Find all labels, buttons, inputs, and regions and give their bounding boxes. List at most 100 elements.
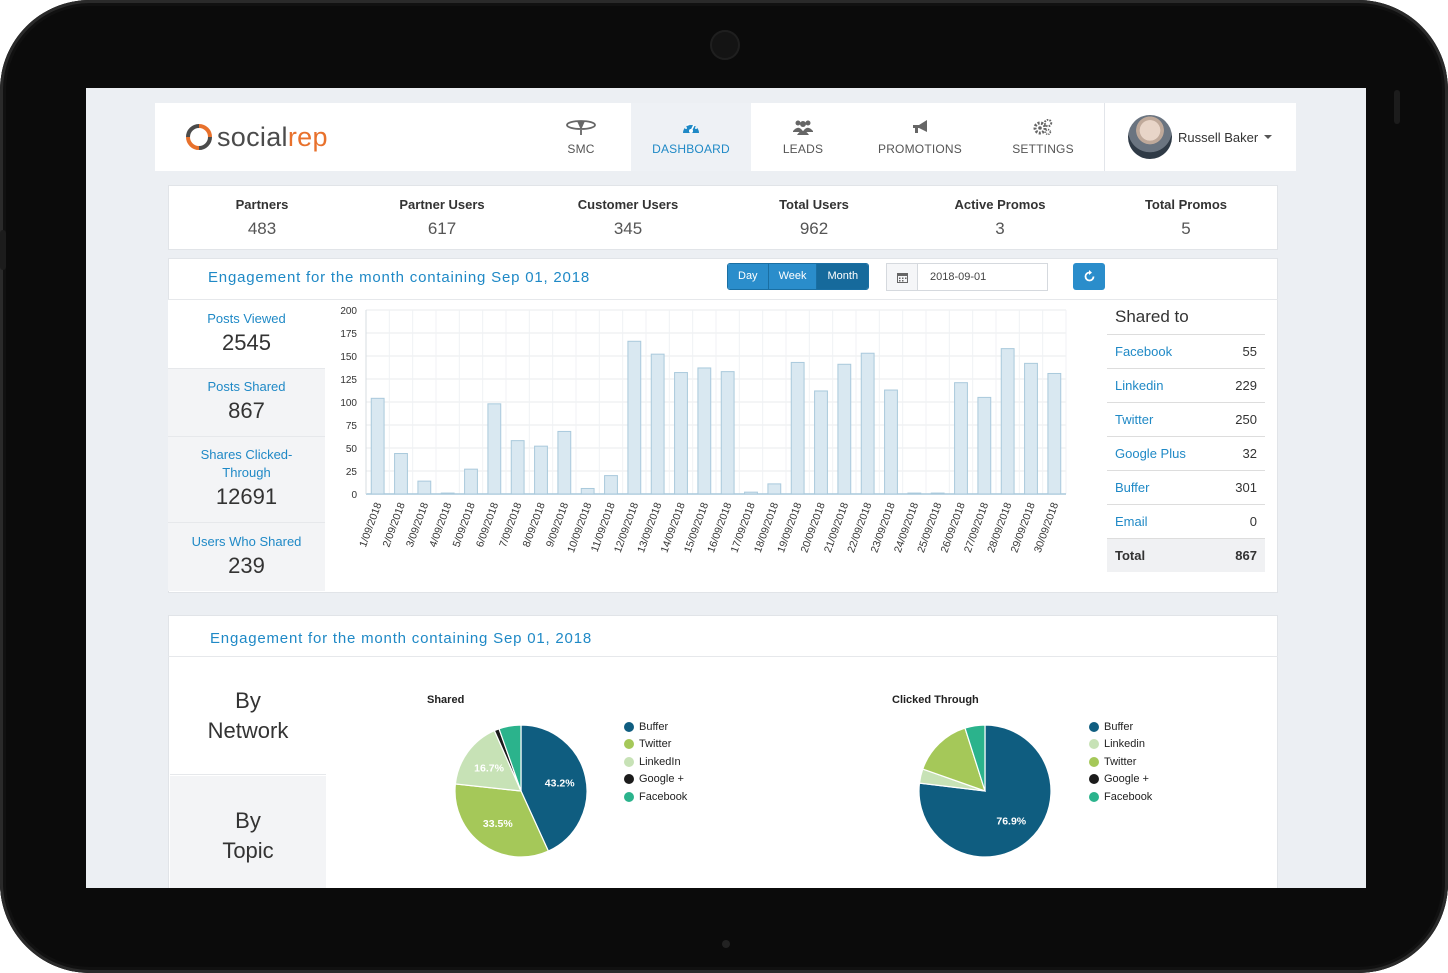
bar xyxy=(557,430,572,495)
legend-label: Buffer xyxy=(639,720,669,733)
network-count: 301 xyxy=(1235,480,1257,495)
bar xyxy=(907,492,922,495)
tab-line: By xyxy=(235,688,261,713)
y-tick-label: 100 xyxy=(340,398,357,409)
x-tick-label: 7/09/2018 xyxy=(497,501,524,549)
home-sensor xyxy=(722,940,730,948)
bar xyxy=(837,363,852,495)
posts-viewed-stat: Posts Viewed 2545 xyxy=(168,300,325,369)
engagement-title: Engagement for the month containing Sep … xyxy=(208,269,590,286)
nav-smc[interactable]: SMC xyxy=(535,103,627,171)
pie-slice xyxy=(454,729,522,792)
network-count: 32 xyxy=(1242,446,1257,461)
by-network-tab[interactable]: By Network xyxy=(170,686,326,775)
nav-settings[interactable]: SETTINGS xyxy=(995,103,1091,171)
stat-label: Partners xyxy=(235,197,289,212)
shared-pie-chart: 43.2% 33.5% 16.7% xyxy=(454,724,588,858)
legend-item: Linkedin xyxy=(1089,736,1152,754)
bar xyxy=(674,372,688,495)
stat-active-promos: Active Promos 3 xyxy=(907,186,1093,239)
refresh-button[interactable] xyxy=(1073,263,1105,290)
by-topic-tab[interactable]: By Topic xyxy=(170,776,326,888)
bar xyxy=(720,371,735,495)
network-count: 0 xyxy=(1249,514,1257,529)
side-button xyxy=(1394,90,1400,124)
shared-to-heading: Shared to xyxy=(1107,300,1265,335)
bar xyxy=(510,440,525,495)
bar xyxy=(697,367,712,495)
y-tick-label: 125 xyxy=(340,375,357,386)
shared-row-google-plus[interactable]: Google Plus 32 xyxy=(1107,437,1265,471)
network-name: Buffer xyxy=(1115,480,1150,495)
shared-row-email[interactable]: Email 0 xyxy=(1107,505,1265,539)
pie-slice-label: 16.7% xyxy=(474,763,504,775)
stat-value: 5 xyxy=(1181,219,1191,238)
bar xyxy=(534,445,548,495)
stat-label: Total Promos xyxy=(1144,197,1228,212)
shared-row-buffer[interactable]: Buffer 301 xyxy=(1107,471,1265,505)
stat-value: 239 xyxy=(228,553,265,578)
legend-swatch xyxy=(624,721,634,732)
legend-swatch xyxy=(1089,721,1099,732)
legend-label: Linkedin xyxy=(1104,738,1145,751)
legend-item: Facebook xyxy=(624,788,687,806)
stat-customer-users: Customer Users 345 xyxy=(535,186,721,239)
bar xyxy=(627,340,642,495)
shared-row-twitter[interactable]: Twitter 250 xyxy=(1107,403,1265,437)
legend-label: Google + xyxy=(1104,773,1149,786)
shared-row-facebook[interactable]: Facebook 55 xyxy=(1107,335,1265,369)
logo-prefix: social xyxy=(217,121,288,152)
legend-item: Google + xyxy=(624,771,687,789)
tab-line: Network xyxy=(207,718,289,743)
range-toggle: Day Week Month xyxy=(727,263,870,290)
x-tick-label: 8/09/2018 xyxy=(521,501,548,549)
network-name: Facebook xyxy=(1115,344,1173,359)
stat-total-promos: Total Promos 5 xyxy=(1093,186,1279,239)
stat-label: Posts Shared xyxy=(207,379,286,394)
nav-leads[interactable]: LEADS xyxy=(755,103,851,171)
stat-value: 617 xyxy=(427,219,457,238)
legend-label: LinkedIn xyxy=(639,755,681,768)
legend-item: Facebook xyxy=(1089,788,1152,806)
legend-item: Google + xyxy=(1089,771,1152,789)
nav-promotions[interactable]: PROMOTIONS xyxy=(865,103,975,171)
date-input[interactable]: 2018-09-01 xyxy=(886,263,1048,291)
bar xyxy=(860,352,875,495)
bar xyxy=(580,487,595,495)
legend-label: Twitter xyxy=(639,738,672,751)
clicked-pie-legend: Buffer Linkedin Twitter Google + Faceboo… xyxy=(1089,718,1152,806)
panel-divider xyxy=(168,299,1278,300)
pie-slice xyxy=(520,724,588,852)
bar xyxy=(370,397,385,495)
legend-swatch xyxy=(1089,739,1099,750)
legend-label: Twitter xyxy=(1104,755,1137,768)
y-tick-label: 150 xyxy=(340,352,357,363)
logo-suffix: rep xyxy=(287,121,328,152)
megaphone-icon xyxy=(911,118,929,136)
stats-strip: Partners 483 Partner Users 617 Customer … xyxy=(168,185,1278,250)
range-week-button[interactable]: Week xyxy=(768,264,818,289)
side-button-left xyxy=(0,230,6,270)
network-name: Google Plus xyxy=(1115,446,1186,461)
nav-smc-label: SMC xyxy=(567,142,595,156)
shared-row-linkedin[interactable]: Linkedin 229 xyxy=(1107,369,1265,403)
tab-line: By xyxy=(235,808,261,833)
bar xyxy=(464,468,478,495)
bar xyxy=(790,361,805,495)
socialrep-logo[interactable]: socialrep xyxy=(186,119,328,155)
range-month-button[interactable]: Month xyxy=(817,264,869,289)
y-tick-label: 200 xyxy=(340,306,357,317)
legend-swatch xyxy=(1089,756,1099,767)
dashboard-gauge-icon xyxy=(682,118,700,136)
user-menu[interactable]: Russell Baker xyxy=(1104,103,1297,171)
legend-item: Buffer xyxy=(624,718,687,736)
legend-item: LinkedIn xyxy=(624,753,687,771)
x-tick-label: 5/09/2018 xyxy=(451,501,478,549)
legend-swatch xyxy=(624,791,634,802)
calendar-icon[interactable] xyxy=(887,264,918,290)
total-value: 867 xyxy=(1235,548,1257,563)
range-day-button[interactable]: Day xyxy=(728,264,769,289)
nav-dashboard[interactable]: DASHBOARD xyxy=(631,103,751,171)
bar xyxy=(977,396,992,495)
